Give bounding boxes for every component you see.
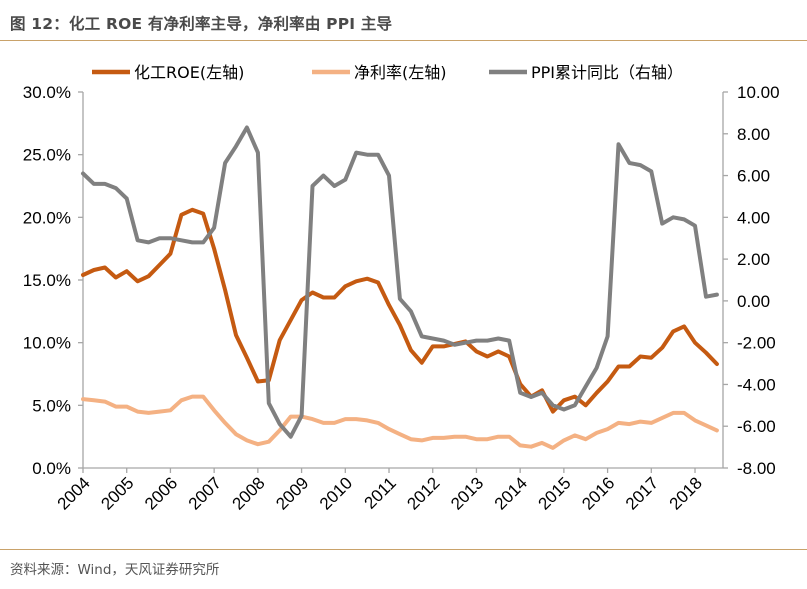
- x-tick-label: 2014: [491, 473, 531, 513]
- top-divider: [0, 40, 807, 41]
- y-left-tick-label: 20.0%: [23, 208, 71, 227]
- x-tick-label: 2008: [229, 473, 269, 513]
- legend-label: 净利率(左轴): [354, 63, 447, 82]
- y-right-tick-label: 8.00: [737, 125, 770, 144]
- x-tick-label: 2016: [578, 473, 618, 513]
- series-line-2: [81, 125, 719, 439]
- y-right-tick-label: -4.00: [737, 375, 776, 394]
- figure-title: 图 12：化工 ROE 有净利率主导，净利率由 PPI 主导: [10, 15, 393, 33]
- x-tick-label: 2017: [622, 473, 662, 513]
- x-tick-label: 2018: [666, 473, 706, 513]
- x-tick-label: 2012: [403, 473, 443, 513]
- series-line-1: [81, 394, 719, 450]
- y-right-tick-label: -6.00: [737, 417, 776, 436]
- y-right-tick-label: 0.00: [737, 292, 770, 311]
- legend-label: PPI累计同比（右轴）: [531, 63, 683, 82]
- y-right-tick-label: 2.00: [737, 250, 770, 269]
- y-left-tick-label: 10.0%: [23, 334, 71, 353]
- y-right-tick-label: 10.00: [737, 83, 780, 102]
- y-left-tick-label: 0.0%: [32, 459, 71, 478]
- x-tick-label: 2015: [535, 473, 575, 513]
- y-right-tick-label: -8.00: [737, 459, 776, 478]
- x-tick-label: 2011: [361, 473, 400, 512]
- legend-label: 化工ROE(左轴): [134, 63, 244, 82]
- y-left-tick-label: 15.0%: [23, 271, 71, 290]
- x-tick-label: 2013: [447, 473, 487, 513]
- x-tick-label: 2004: [54, 473, 94, 513]
- y-left-tick-label: 25.0%: [23, 146, 71, 165]
- x-tick-label: 2007: [185, 473, 225, 513]
- x-tick-label: 2005: [97, 473, 137, 513]
- y-right-tick-label: 6.00: [737, 167, 770, 186]
- x-tick-label: 2010: [316, 473, 356, 513]
- x-tick-label: 2006: [141, 473, 181, 513]
- source-note: 资料来源：Wind，天风证券研究所: [10, 562, 220, 578]
- series-group: [81, 125, 719, 450]
- y-right-tick-label: 4.00: [737, 208, 770, 227]
- legend: 化工ROE(左轴) 净利率(左轴) PPI累计同比（右轴）: [92, 63, 683, 82]
- x-tick-label: 2009: [272, 473, 312, 513]
- y-right-tick-label: -2.00: [737, 334, 776, 353]
- y-left-tick-label: 30.0%: [23, 83, 71, 102]
- bottom-divider: [0, 549, 807, 550]
- y-left-tick-label: 5.0%: [32, 396, 71, 415]
